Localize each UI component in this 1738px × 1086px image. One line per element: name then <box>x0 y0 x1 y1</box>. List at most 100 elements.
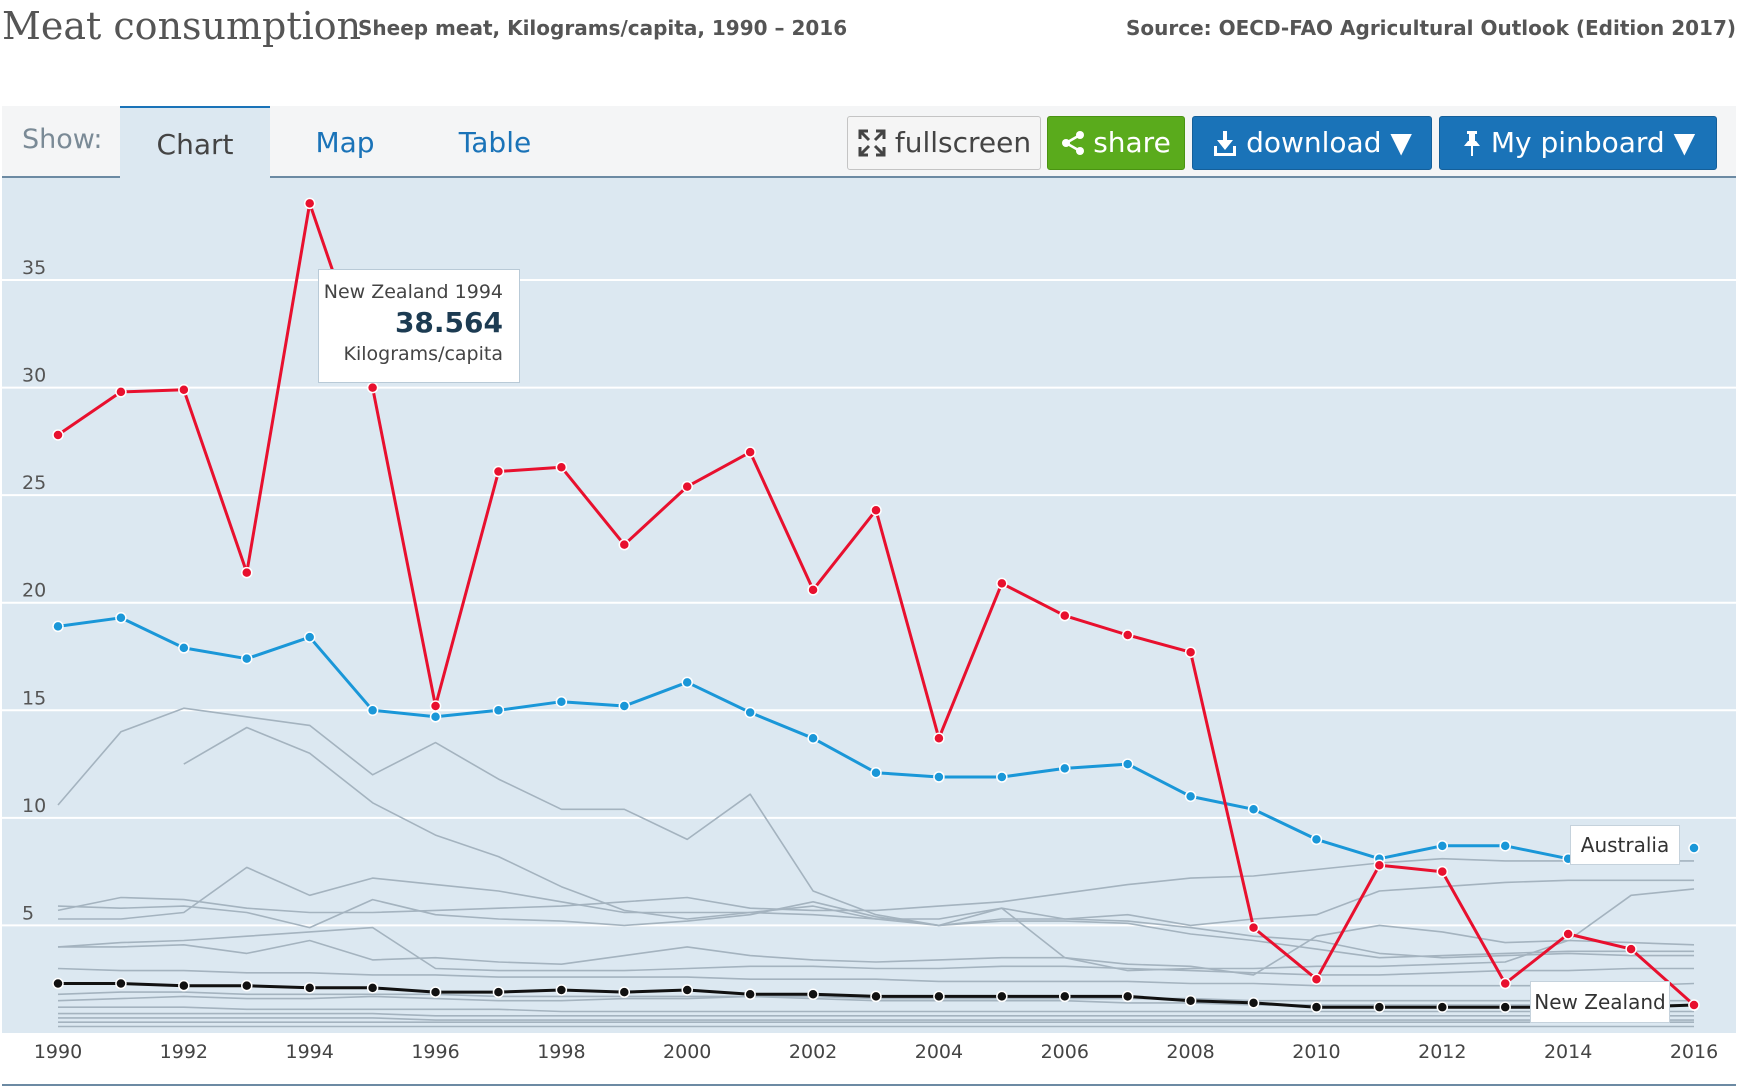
point-new-zealand-2005 <box>996 577 1008 590</box>
series-line-bg-14 <box>58 1017 1694 1021</box>
tab-chart[interactable]: Chart <box>120 106 270 178</box>
share-button[interactable]: share <box>1047 116 1185 170</box>
point-new-zealand-2013 <box>1499 977 1511 990</box>
plot-background <box>2 178 1736 1033</box>
fullscreen-button[interactable]: fullscreen <box>847 116 1041 170</box>
tab-table[interactable]: Table <box>458 126 532 159</box>
point-australia-2000 <box>681 676 693 689</box>
point-series-2-1998 <box>555 984 568 996</box>
x-tick-label-1994: 1994 <box>286 1041 334 1063</box>
pinboard-button[interactable]: My pinboard ▼ <box>1439 116 1717 170</box>
point-series-2-2011 <box>1373 1001 1386 1013</box>
point-australia-2007 <box>1121 758 1134 770</box>
x-tick-label-2004: 2004 <box>915 1041 963 1063</box>
y-tick-label-30: 30 <box>22 365 46 387</box>
y-tick-label-25: 25 <box>22 472 46 494</box>
point-australia-1993 <box>241 652 253 665</box>
point-series-2-2005 <box>996 990 1008 1003</box>
point-new-zealand-2001 <box>744 446 756 458</box>
point-new-zealand-1990 <box>52 429 64 441</box>
series-line-bg-4 <box>183 726 1694 959</box>
point-series-2-2001 <box>744 988 756 1001</box>
point-new-zealand-2009 <box>1247 921 1260 934</box>
x-tick-label-2016: 2016 <box>1670 1041 1718 1063</box>
point-series-2-2008 <box>1184 994 1197 1007</box>
point-australia-1990 <box>52 620 64 633</box>
series-line-bg-3 <box>57 707 1695 972</box>
australia-flag-label: Australia <box>1570 825 1680 865</box>
series-line-bg-10 <box>57 967 1695 987</box>
series-line-bg-9 <box>58 924 1695 976</box>
point-australia-2001 <box>744 706 756 719</box>
page-title: Meat consumption <box>2 4 362 48</box>
point-australia-2002 <box>807 732 819 745</box>
download-button[interactable]: download ▼ <box>1192 116 1432 170</box>
point-new-zealand-2016 <box>1688 999 1700 1011</box>
series-line-bg-6 <box>58 866 1694 959</box>
x-tick-label-2014: 2014 <box>1544 1041 1592 1063</box>
point-new-zealand-1993 <box>241 566 253 579</box>
x-tick-label-2010: 2010 <box>1292 1041 1340 1063</box>
x-tick-label-2012: 2012 <box>1418 1041 1466 1063</box>
y-tick-label-20: 20 <box>22 580 46 602</box>
x-tick-label-2000: 2000 <box>663 1041 711 1063</box>
point-new-zealand-1999 <box>618 538 631 551</box>
point-series-2-1990 <box>52 977 64 990</box>
point-series-2-2012 <box>1436 1001 1449 1013</box>
point-new-zealand-2002 <box>807 584 819 596</box>
point-series-2-2003 <box>870 990 882 1003</box>
point-australia-2006 <box>1059 762 1071 775</box>
point-series-2-2002 <box>807 988 819 1001</box>
point-series-2-2013 <box>1499 1001 1511 1013</box>
expand-icon <box>857 128 887 158</box>
point-australia-1998 <box>555 695 568 708</box>
point-australia-1991 <box>115 612 127 624</box>
point-series-2-2009 <box>1247 997 1260 1009</box>
point-new-zealand-2010 <box>1310 973 1323 985</box>
x-tick-label-1992: 1992 <box>160 1041 208 1063</box>
line-chart[interactable]: 5 10 15 20 25 30 35 1990 1992 1994 1996 1998 2000 200… <box>0 178 1738 1082</box>
point-series-2-2000 <box>681 984 693 996</box>
x-tick-label-1990: 1990 <box>34 1041 82 1063</box>
chart-area: 5 10 15 20 25 30 35 1990 1992 1994 1996 1998 2000 200… <box>0 178 1738 1082</box>
point-australia-2008 <box>1184 790 1197 803</box>
x-tick-label-1998: 1998 <box>537 1041 585 1063</box>
point-series-2-1991 <box>115 977 127 990</box>
fullscreen-label: fullscreen <box>894 126 1032 159</box>
tooltip-unit: Kilograms/capita <box>343 343 504 365</box>
page-subtitle: Sheep meat, Kilograms/capita, 1990 – 201… <box>358 16 848 40</box>
pinboard-label: My pinboard ▼ <box>1490 126 1696 159</box>
point-australia-1999 <box>618 700 631 712</box>
share-icon <box>1061 130 1085 156</box>
point-new-zealand-1996 <box>429 700 442 712</box>
new-zealand-flag-label: New Zealand <box>1530 981 1670 1023</box>
point-australia-1996 <box>429 711 442 723</box>
series-line-bg-5 <box>57 857 1694 914</box>
point-new-zealand-1991 <box>115 386 127 398</box>
toolbar: Show: Chart Map Table fullscreen <box>2 106 1736 178</box>
point-australia-2012 <box>1436 840 1449 852</box>
download-label: download ▼ <box>1246 126 1412 159</box>
point-australia-1992 <box>178 642 190 654</box>
series-line-bg-7 <box>57 879 1694 929</box>
point-australia-2016 <box>1688 842 1700 854</box>
tab-map[interactable]: Map <box>315 126 375 159</box>
point-australia-2009 <box>1247 803 1260 816</box>
series-line-bg-13 <box>58 1012 1694 1017</box>
point-new-zealand-1994 <box>303 197 316 210</box>
download-icon <box>1212 129 1238 157</box>
point-australia-2005 <box>996 771 1008 783</box>
point-new-zealand-2015 <box>1625 943 1637 955</box>
x-tick-label-2002: 2002 <box>789 1041 837 1063</box>
point-new-zealand-2011 <box>1373 859 1386 871</box>
point-australia-2004 <box>933 771 945 783</box>
point-new-zealand-1992 <box>178 384 190 396</box>
point-series-2-1995 <box>366 982 379 994</box>
point-australia-1995 <box>366 704 379 717</box>
y-tick-label-15: 15 <box>22 687 46 709</box>
point-new-zealand-2004 <box>933 732 945 745</box>
point-series-2-2004 <box>933 990 945 1003</box>
source-label: Source: OECD-FAO Agricultural Outlook (E… <box>1125 16 1736 40</box>
x-tick-label-1996: 1996 <box>411 1041 459 1063</box>
share-label: share <box>1093 126 1171 159</box>
